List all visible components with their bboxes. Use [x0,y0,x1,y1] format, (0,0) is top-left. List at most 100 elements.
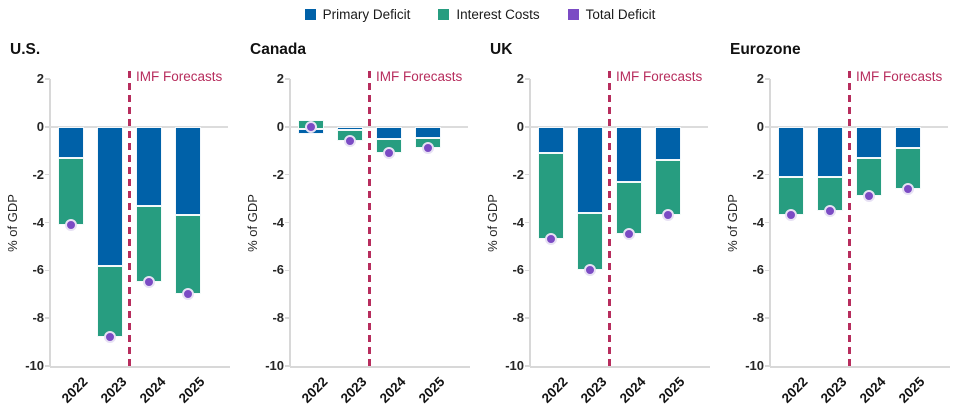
y-axis-tick-mark [525,317,530,319]
primary-deficit-bar-segment [58,126,84,158]
total-deficit-marker [305,120,317,133]
x-axis-line [50,366,230,368]
legend-label: Interest Costs [456,7,540,22]
primary-deficit-bar-segment [97,126,123,266]
y-axis-tick-mark [525,365,530,367]
interest-deficit-bar-segment [136,205,162,283]
y-axis-tick-label: 0 [756,118,764,134]
forecast-divider-line [608,71,611,366]
y-axis-tick-mark [285,317,290,319]
primary-deficit-bar-segment [616,126,642,182]
x-axis-tick-label: 2023 [577,374,610,406]
y-axis-tick-mark [765,317,770,319]
legend-item-interest-costs: Interest Costs [438,7,540,22]
interest-deficit-bar-segment [655,160,681,216]
total-deficit-marker [344,135,356,148]
y-axis-line [529,79,531,366]
y-axis-tick-label: 0 [36,118,44,134]
y-axis-tick-mark [765,221,770,224]
legend-swatch-icon [438,9,450,20]
total-deficit-marker [662,209,674,222]
primary-deficit-bar-segment [856,126,882,158]
x-axis-line [290,366,470,368]
legend-swatch-icon [567,9,579,20]
x-axis-tick-label: 2023 [817,374,850,406]
interest-deficit-bar-segment [577,212,603,271]
forecast-divider-line [368,71,371,366]
panel-uk: UK 2 0 -2 -4 -6 -8 -10 % of GDP IMF Forecasts 2022… [480,35,720,409]
y-axis-tick-mark [285,221,290,224]
primary-deficit-bar-segment [136,126,162,206]
y-axis-tick-mark [45,269,50,272]
y-axis-tick-label: 2 [516,71,524,86]
y-axis-tick-label: -4 [512,214,524,230]
x-axis-tick-label: 2025 [655,374,688,406]
total-deficit-marker [182,288,194,301]
total-deficit-marker [422,142,434,155]
y-axis-tick-mark [525,269,530,272]
interest-deficit-bar-segment [538,153,564,240]
y-axis-tick-label: -2 [272,166,284,182]
legend: Primary Deficit Interest Costs Total Defic… [0,7,960,22]
y-axis-tick-mark [285,173,290,176]
y-axis-title: % of GDP [485,193,500,252]
x-axis-tick-label: 2025 [895,374,928,406]
total-deficit-marker [104,331,116,344]
x-axis-tick-label: 2024 [136,374,169,406]
y-axis-line [769,79,771,366]
forecast-divider-line [848,71,851,366]
interest-deficit-bar-segment [616,181,642,235]
y-axis-tick-label: -6 [272,262,284,278]
y-axis-tick-mark [525,126,530,128]
primary-deficit-bar-segment [817,126,843,178]
legend-item-primary-deficit: Primary Deficit [304,7,411,22]
y-axis-tick-label: -6 [752,262,764,278]
y-axis-tick-label: 0 [516,118,524,134]
forecast-label: IMF Forecasts [376,69,463,84]
x-axis-tick-label: 2025 [175,374,208,406]
panel-title: U.S. [10,41,41,58]
forecast-label: IMF Forecasts [616,69,703,84]
y-axis-tick-label: -2 [32,166,44,182]
x-axis-tick-label: 2023 [97,374,130,406]
y-axis-title: % of GDP [245,193,260,252]
total-deficit-marker [623,228,635,241]
legend-label: Primary Deficit [322,7,411,22]
y-axis-tick-mark [45,173,50,176]
y-axis-tick-label: 2 [36,71,44,86]
y-axis-tick-mark [765,126,770,128]
forecast-label: IMF Forecasts [856,69,943,84]
total-deficit-marker [545,233,557,246]
interest-deficit-bar-segment [778,177,804,216]
y-axis-line [289,79,291,366]
primary-deficit-bar-segment [376,126,402,139]
y-axis-tick-mark [765,365,770,367]
y-axis-tick-mark [285,78,290,80]
y-axis-tick-label: -6 [32,262,44,278]
y-axis-title: % of GDP [725,193,740,252]
y-axis-tick-label: -8 [752,310,764,326]
y-axis-tick-label: -2 [512,166,524,182]
y-axis-tick-label: -8 [512,310,524,326]
y-axis-tick-label: 2 [276,71,284,86]
primary-deficit-bar-segment [175,126,201,216]
y-axis-tick-label: -10 [745,358,764,373]
y-axis-tick-label: -8 [272,310,284,326]
primary-deficit-bar-segment [538,126,564,154]
x-axis-line [770,366,950,368]
y-axis-tick-mark [45,78,50,80]
y-axis-tick-mark [525,221,530,224]
y-axis-title: % of GDP [5,193,20,252]
x-axis-line [530,366,710,368]
total-deficit-marker [824,204,836,217]
primary-deficit-bar-segment [778,126,804,178]
y-axis-tick-mark [525,173,530,176]
y-axis-tick-label: -8 [32,310,44,326]
panel-canada: Canada 2 0 -2 -4 -6 -8 -10 % of GDP IMF Forecasts… [240,35,480,409]
y-axis-tick-mark [765,173,770,176]
y-axis-tick-label: -2 [752,166,764,182]
primary-deficit-bar-segment [655,126,681,161]
legend-swatch-icon [304,9,316,20]
x-axis-tick-label: 2022 [298,374,331,406]
y-axis-tick-mark [765,269,770,272]
